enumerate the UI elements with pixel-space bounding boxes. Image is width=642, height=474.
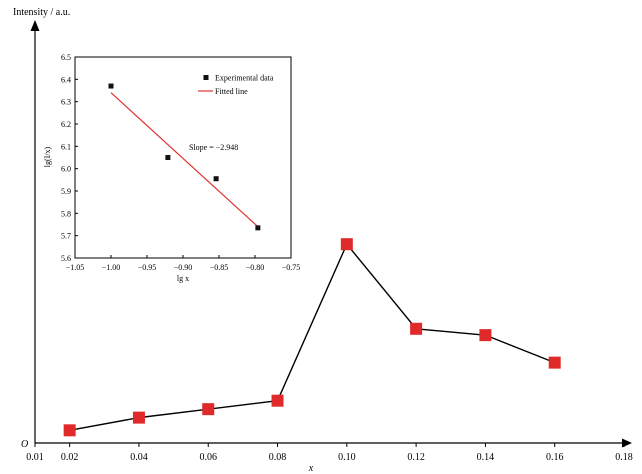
main-x-tick-label: 0.14 bbox=[477, 452, 495, 463]
main-data-point bbox=[271, 394, 284, 407]
inset-legend: Experimental data Fitted line bbox=[198, 74, 274, 96]
main-x-tick-label: 0.12 bbox=[407, 452, 425, 463]
main-y-axis-arrow bbox=[30, 20, 40, 31]
main-x-tick-label: 0.06 bbox=[199, 452, 217, 463]
inset-y-tick-label: 6.0 bbox=[61, 165, 71, 174]
legend-label-experimental: Experimental data bbox=[215, 74, 274, 83]
main-x-tick-label: 0.10 bbox=[338, 452, 356, 463]
inset-y-tick-label: 6.2 bbox=[61, 120, 71, 129]
inset-x-tick-label: −0.75 bbox=[282, 263, 301, 272]
main-x-ticks: 0.01 0.02 0.04 0.06 0.08 0.10 0.12 0.14 0.16 0.18 bbox=[26, 443, 633, 463]
main-x-tick-label: 0.04 bbox=[130, 452, 148, 463]
main-y-axis-label: Intensity / a.u. bbox=[13, 7, 70, 18]
inset-x-tick-label: −1.05 bbox=[66, 263, 85, 272]
main-data-point bbox=[479, 329, 492, 342]
inset-x-tick-label: −0.90 bbox=[174, 263, 193, 272]
legend-marker-experimental bbox=[203, 75, 209, 80]
main-data-point bbox=[63, 424, 76, 437]
inset-y-tick-label: 5.6 bbox=[61, 254, 71, 263]
main-data-point bbox=[340, 238, 353, 251]
main-x-axis-label: x bbox=[308, 463, 314, 474]
inset-y-tick-label: 6.3 bbox=[61, 98, 71, 107]
inset-x-ticks: −1.05 −1.00 −0.95 −0.90 −0.85 −0.80 −0.75 bbox=[66, 255, 301, 272]
inset-data-point bbox=[108, 83, 114, 89]
main-x-tick-label: 0.01 bbox=[26, 452, 44, 463]
main-x-tick-label: 0.08 bbox=[269, 452, 287, 463]
main-data-point bbox=[202, 403, 215, 416]
main-data-point bbox=[548, 356, 561, 369]
inset-y-tick-label: 6.4 bbox=[61, 75, 71, 84]
inset-fitted-line bbox=[110, 92, 259, 228]
origin-label: O bbox=[21, 439, 28, 450]
inset-y-tick-label: 5.9 bbox=[61, 187, 71, 196]
inset-y-tick-label: 5.8 bbox=[61, 209, 71, 218]
inset-y-tick-label: 6.5 bbox=[61, 53, 71, 62]
main-data-point bbox=[410, 322, 423, 335]
main-chart: Intensity / a.u. x O 0.01 0.02 0.04 0.06 0.0… bbox=[13, 7, 633, 474]
inset-data-point bbox=[255, 225, 261, 231]
main-series-line bbox=[69, 242, 555, 431]
inset-chart: −1.05 −1.00 −0.95 −0.90 −0.85 −0.80 −0.75 5.65… bbox=[43, 53, 300, 283]
inset-x-tick-label: −0.85 bbox=[210, 263, 229, 272]
main-series bbox=[63, 238, 561, 437]
inset-x-tick-label: −1.00 bbox=[102, 263, 121, 272]
main-x-tick-label: 0.16 bbox=[546, 452, 564, 463]
main-x-tick-label: 0.18 bbox=[615, 452, 633, 463]
main-x-tick-label: 0.02 bbox=[61, 452, 79, 463]
inset-data-point bbox=[213, 176, 219, 182]
inset-x-tick-label: −0.80 bbox=[246, 263, 265, 272]
inset-y-tick-label: 6.1 bbox=[61, 142, 71, 151]
slope-annotation: Slope = −2.948 bbox=[189, 143, 238, 152]
inset-x-axis-label: lg x bbox=[177, 274, 189, 283]
inset-y-axis-label: lg(I/x) bbox=[43, 146, 52, 167]
inset-data-point bbox=[165, 155, 171, 160]
legend-label-fitted: Fitted line bbox=[215, 87, 248, 96]
inset-y-ticks: 5.6 5.7 5.8 5.9 6.0 6.1 6.2 6.3 6.4 6.5 bbox=[61, 53, 78, 263]
inset-series bbox=[108, 83, 261, 231]
inset-x-tick-label: −0.95 bbox=[138, 263, 157, 272]
main-data-point bbox=[132, 411, 145, 424]
inset-y-tick-label: 5.7 bbox=[61, 232, 71, 241]
